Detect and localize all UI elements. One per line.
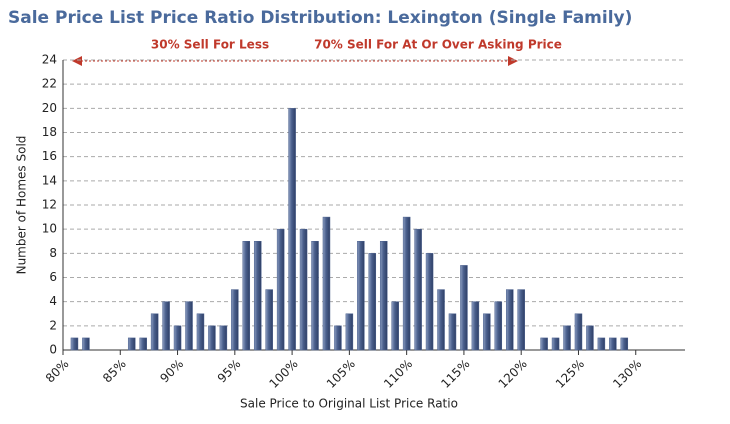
bar [586,325,594,351]
bar [345,313,354,351]
bar [517,289,525,351]
bar [597,337,606,351]
x-tick-label: 85% [100,357,129,386]
bar [471,301,480,351]
bar [82,337,90,351]
bar [425,253,434,351]
x-tick-label: 110% [381,357,415,391]
bar [253,241,262,351]
annotation: 70% Sell For At Or Over Asking Price [314,38,562,52]
bar [150,313,159,351]
x-tick-label: 105% [324,357,358,391]
bar [402,216,411,351]
y-tick-label: 16 [42,149,57,163]
bar [494,301,503,351]
y-tick-label: 20 [42,101,57,115]
bar [299,228,308,351]
y-tick-label: 4 [49,294,57,308]
x-tick-label: 125% [553,357,587,391]
bar [196,313,205,351]
bar [368,253,377,351]
x-tick-label: 115% [438,357,472,391]
bar [322,216,331,351]
y-axis-label: Number of Homes Sold [15,136,29,275]
bar [288,108,296,351]
bar [208,325,216,351]
bar [173,325,182,351]
y-tick-label: 0 [49,343,57,357]
bar [448,313,457,351]
y-tick-label: 10 [42,222,57,236]
bar [391,301,399,351]
bar [414,228,422,351]
bar [127,337,136,351]
bar [609,337,617,351]
x-tick-label: 120% [496,357,530,391]
y-tick-label: 12 [42,198,57,212]
bar [505,289,514,351]
bar [276,228,285,351]
bar [311,241,319,351]
chart-title: Sale Price List Price Ratio Distribution… [8,8,632,28]
y-tick-label: 14 [42,173,57,187]
bar [540,337,548,351]
bar [460,265,468,351]
y-tick-label: 24 [42,53,57,67]
x-tick-label: 95% [215,357,244,386]
x-tick-label: 100% [267,357,301,391]
y-tick-label: 8 [49,246,57,260]
bar [231,289,239,351]
y-tick-label: 22 [42,77,57,91]
x-tick-label: 130% [610,357,644,391]
x-axis-label: Sale Price to Original List Price Ratio [240,397,458,411]
bar [219,325,228,351]
bar [185,301,193,351]
x-tick-label: 90% [157,357,186,386]
bar [70,337,79,351]
bar [357,241,365,351]
bar [334,325,342,351]
bar [437,289,445,351]
bar [563,325,571,351]
bar [162,301,170,351]
bar [551,337,560,351]
y-tick-label: 6 [49,270,57,284]
bar [620,337,629,351]
y-tick-label: 2 [49,318,57,332]
bar [242,241,251,351]
annotation: 30% Sell For Less [151,38,269,52]
bar [139,337,147,351]
bar [574,313,583,351]
bar [379,241,388,351]
x-tick-label: 80% [43,357,72,386]
bar [265,289,273,351]
bar [483,313,491,351]
y-tick-label: 18 [42,125,57,139]
